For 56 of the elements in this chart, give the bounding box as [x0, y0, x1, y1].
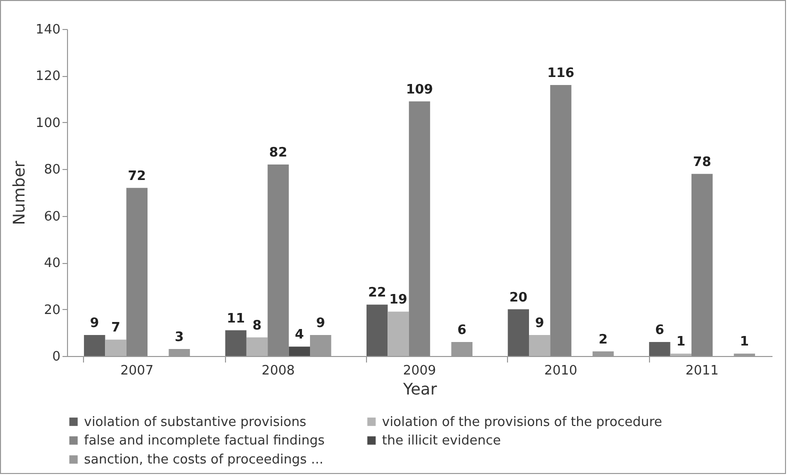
bar	[126, 188, 148, 356]
bar	[691, 174, 713, 356]
data-label: 9	[90, 316, 100, 331]
data-label: 6	[457, 322, 466, 338]
data-label: 4	[294, 328, 304, 343]
data-label: 2	[598, 332, 608, 348]
y-tick-label: 120	[36, 69, 60, 84]
legend-label: the illicit evidence	[382, 434, 501, 448]
data-label: 1	[740, 334, 749, 350]
data-label: 19	[389, 292, 408, 308]
data-label: 72	[128, 168, 146, 184]
data-label: 109	[406, 82, 434, 98]
data-label: 82	[269, 145, 288, 160]
x-tick-label: 2008	[262, 364, 295, 378]
y-axis-title: Number	[10, 160, 29, 226]
data-label: 3	[174, 330, 184, 345]
y-tick-label: 60	[44, 209, 60, 224]
data-label: 22	[368, 286, 386, 301]
y-tick-label: 20	[44, 302, 60, 318]
legend-label: violation of the provisions of the procedure	[382, 414, 662, 430]
data-label: 116	[547, 66, 574, 82]
x-tick-label: 2009	[402, 364, 436, 378]
y-tick-label: 140	[36, 22, 60, 38]
data-label: 9	[316, 316, 326, 331]
data-label: 9	[535, 316, 544, 331]
data-label: 8	[252, 318, 262, 334]
y-tick-label: 80	[44, 162, 60, 178]
bar	[508, 309, 529, 356]
bar	[225, 330, 246, 356]
bar	[84, 334, 106, 356]
bar	[288, 346, 310, 356]
x-axis-title: Year	[402, 380, 438, 398]
bar	[528, 334, 550, 356]
legend-label: false and incomplete factual findings	[84, 434, 325, 448]
bar	[366, 304, 388, 356]
data-label: 1	[676, 334, 686, 350]
y-tick-label: 100	[36, 116, 60, 131]
bar	[246, 337, 268, 356]
data-label: 7	[111, 320, 120, 336]
x-tick-label: 2007	[120, 364, 154, 378]
data-label: 11	[226, 311, 245, 326]
data-label: 78	[693, 154, 712, 170]
data-label: 6	[655, 322, 664, 338]
y-tick-label: 40	[44, 256, 60, 272]
legend-label: violation of substantive provisions	[84, 414, 307, 430]
x-tick-label: 2010	[544, 364, 578, 378]
bar	[105, 340, 126, 356]
bar	[649, 342, 670, 356]
bar	[408, 101, 430, 356]
bar	[388, 312, 409, 356]
x-tick-label: 2011	[686, 364, 719, 378]
data-label: 20	[509, 290, 528, 306]
y-tick-label: 0	[52, 350, 60, 364]
bar	[268, 164, 289, 356]
legend-label: sanction, the costs of proceedings ...	[84, 452, 324, 468]
bar	[550, 85, 572, 356]
